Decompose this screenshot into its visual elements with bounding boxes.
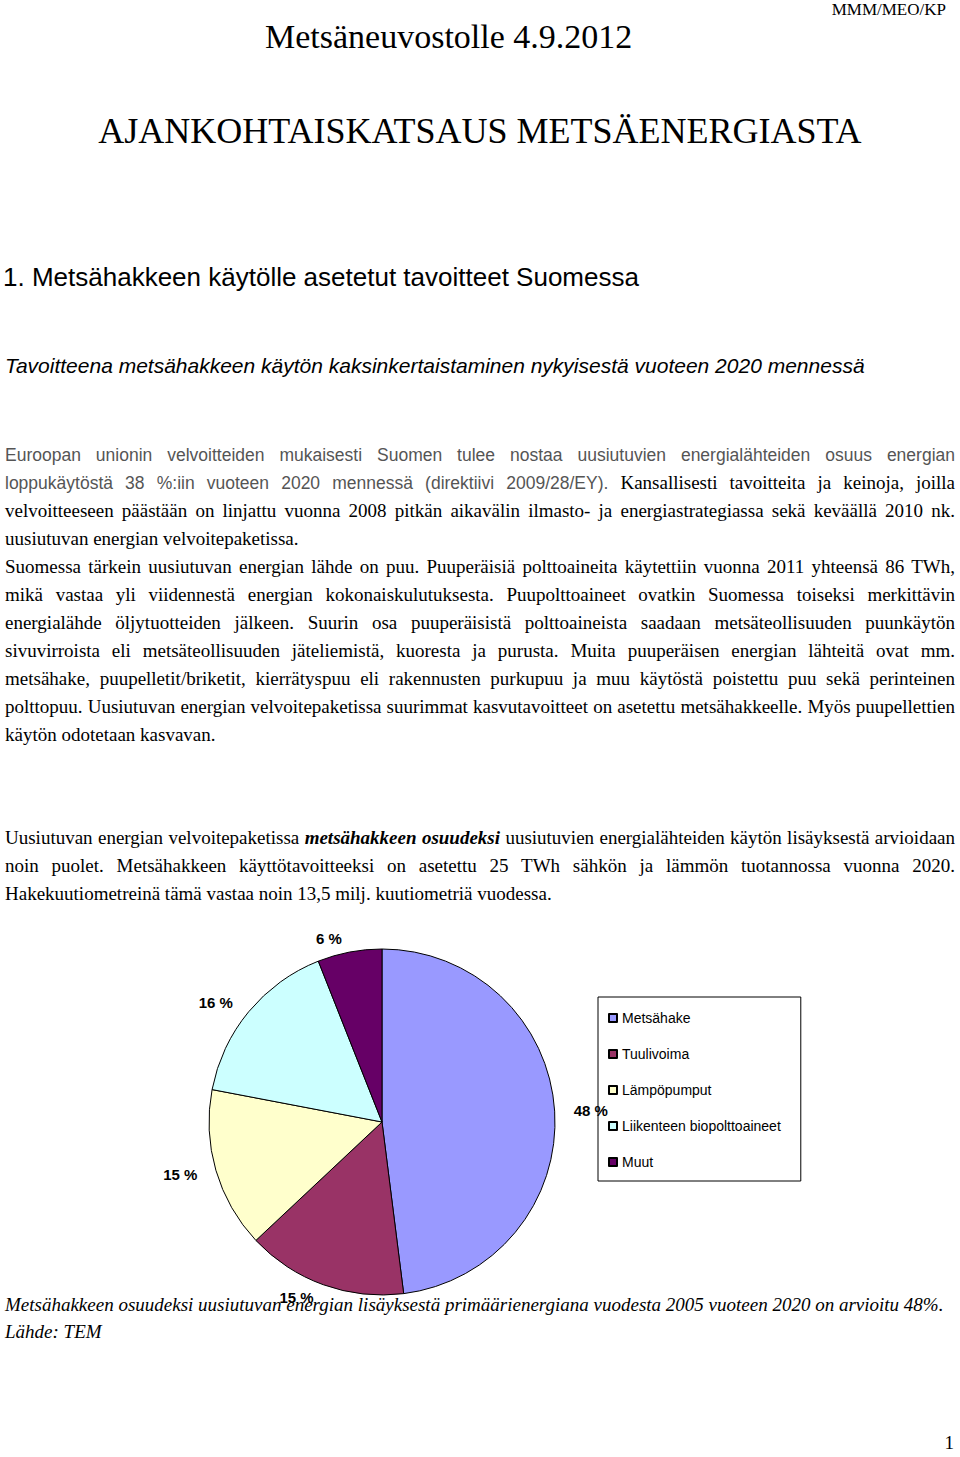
html-text:MMM/MEO/KP: MMM/MEO/KP <box>831 0 946 19</box>
svg-text:Tuulivoima: Tuulivoima <box>622 1046 689 1062</box>
html-text:1. Metsähakkeen käytölle asete: 1. Metsähakkeen käytölle asetetut tavoit… <box>3 262 639 292</box>
svg-text:16 %: 16 % <box>199 994 233 1011</box>
svg-text:48 %: 48 % <box>573 1101 608 1119</box>
html-text:Tavoitteena metsähakkeen käytö: Tavoitteena metsähakkeen käytön kaksinke… <box>5 354 865 377</box>
svg-text:15 %: 15 % <box>163 1166 197 1183</box>
html-text:Metsähakkeen osuudeksi uusiutu: Metsähakkeen osuudeksi uusiutuvan energi… <box>5 1294 944 1342</box>
html-text:Metsäneuvostolle 4.9.2012: Metsäneuvostolle 4.9.2012 <box>265 18 633 55</box>
svg-text:Metsähake: Metsähake <box>622 1010 691 1026</box>
html-text:AJANKOHTAISKATSAUS METSÄENERGI: AJANKOHTAISKATSAUS METSÄENERGIASTA <box>98 111 862 151</box>
svg-text:Liikenteen biopolttoaineet: Liikenteen biopolttoaineet <box>622 1118 781 1134</box>
html-text:Uusiutuvan energian velvoitepa: Uusiutuvan energian velvoitepaketissa me… <box>5 827 955 904</box>
svg-text:6 %: 6 % <box>316 930 342 947</box>
html-text:Suomessa tärkein uusiutuvan en: Suomessa tärkein uusiutuvan energian läh… <box>5 556 955 745</box>
html-text:Euroopan unionin velvoitteiden: Euroopan unionin velvoitteiden mukaisest… <box>5 445 955 549</box>
svg-text:Lämpöpumput: Lämpöpumput <box>622 1082 712 1098</box>
html-text:1: 1 <box>944 1432 954 1453</box>
svg-text:Muut: Muut <box>622 1154 653 1170</box>
